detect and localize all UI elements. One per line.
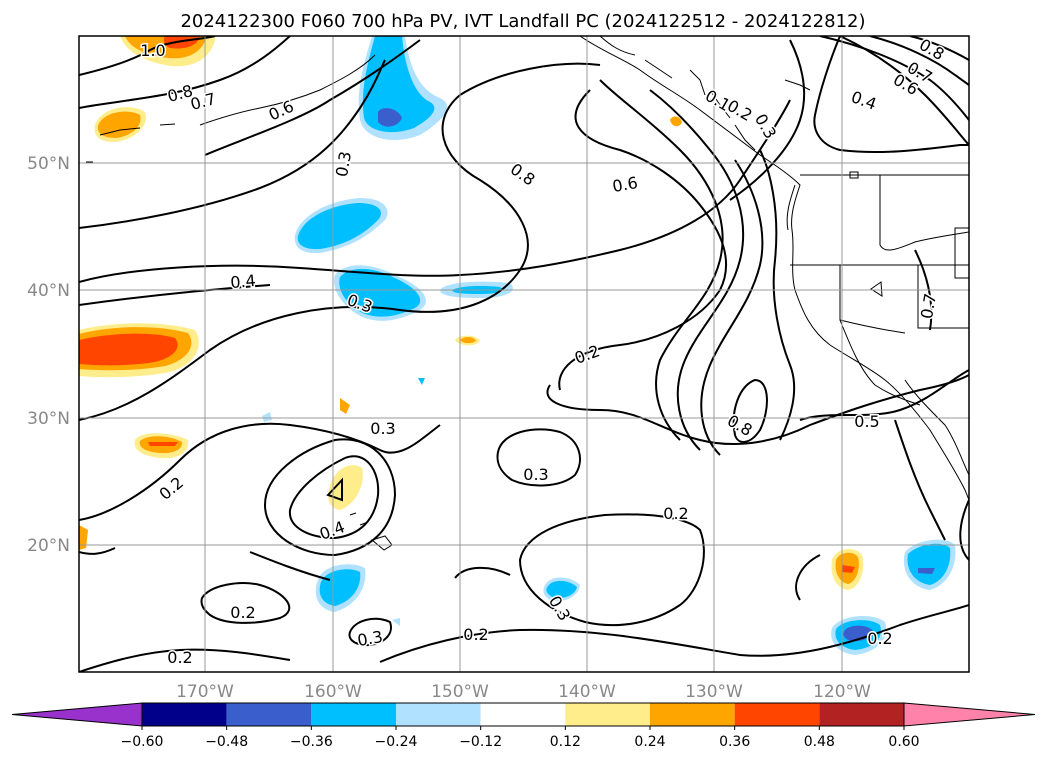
colorbar-tick-label: 0.24 [634,734,665,750]
colorbar-segment [311,703,396,726]
colorbar-tick-label: −0.48 [205,734,248,750]
colorbar-tick-label: 0.60 [888,734,919,750]
map-title: 2024122300 F060 700 hPa PV, IVT Landfall… [180,11,865,32]
lon-label: 160°W [304,682,362,702]
contour-label: 0.3 [332,150,355,178]
lon-label: 120°W [813,682,871,702]
map-area: 1.00.80.7 0.6 0.40.8 0.60.30.40.30.20.30.30… [79,36,969,672]
contour-label: 0.3 [370,419,395,438]
lat-label: 30°N [27,409,70,429]
colorbar-segment [650,703,735,726]
lat-label: 20°N [27,536,70,556]
colorbar-frame [141,702,905,727]
contour-label: 0.2 [230,603,255,622]
colorbar-extend-high [903,702,1036,727]
colorbar-extend-low [11,702,143,727]
lat-label: 40°N [27,281,70,301]
lat-label: 50°N [27,154,70,174]
colorbar-segment [734,703,820,726]
pv-contours [79,36,969,672]
graticule [79,36,969,672]
lon-label: 130°W [685,682,743,702]
lon-label: 140°W [558,682,616,702]
colorbar-tick-label: 0.12 [550,734,581,750]
contour-label: 0.3 [523,465,548,484]
contour-label: 0.2 [867,629,892,648]
coastlines [86,36,969,551]
colorbar: −0.60 −0.48 −0.36 −0.24 −0.12 0.12 0.24 0.36 0.4… [11,702,1036,750]
colorbar-segment [480,703,566,726]
contour-label: 0.2 [663,504,688,523]
lon-label: 150°W [431,682,489,702]
colorbar-tick-label: 0.48 [804,734,835,750]
colorbar-segment [226,703,312,726]
colorbar-segment [142,703,227,726]
colorbar-tick-label: −0.36 [290,734,333,750]
colorbar-segment [565,703,650,726]
map-frame [78,35,970,673]
lon-label: 170°W [176,682,234,702]
colorbar-tick-label: −0.24 [375,734,418,750]
colorbar-tick-label: −0.60 [121,734,164,750]
colorbar-segment [819,703,904,726]
contour-label: 0.4 [230,271,257,292]
latitude-labels: 50°N 40°N 30°N 20°N [27,154,70,556]
contour-label: 0.2 [463,625,488,644]
contour-label: 0.2 [167,648,192,667]
contour-label: 0.3 [356,627,384,650]
contour-label: 1.0 [140,41,165,60]
colorbar-tick-label: 0.36 [719,734,750,750]
colorbar-segment [396,703,481,726]
contour-label: 0.5 [854,412,879,431]
contour-label: 0.7 [917,292,940,320]
longitude-labels: 170°W 160°W 150°W 140°W 130°W 120°W [176,682,871,702]
colorbar-tick-label: −0.12 [459,734,502,750]
